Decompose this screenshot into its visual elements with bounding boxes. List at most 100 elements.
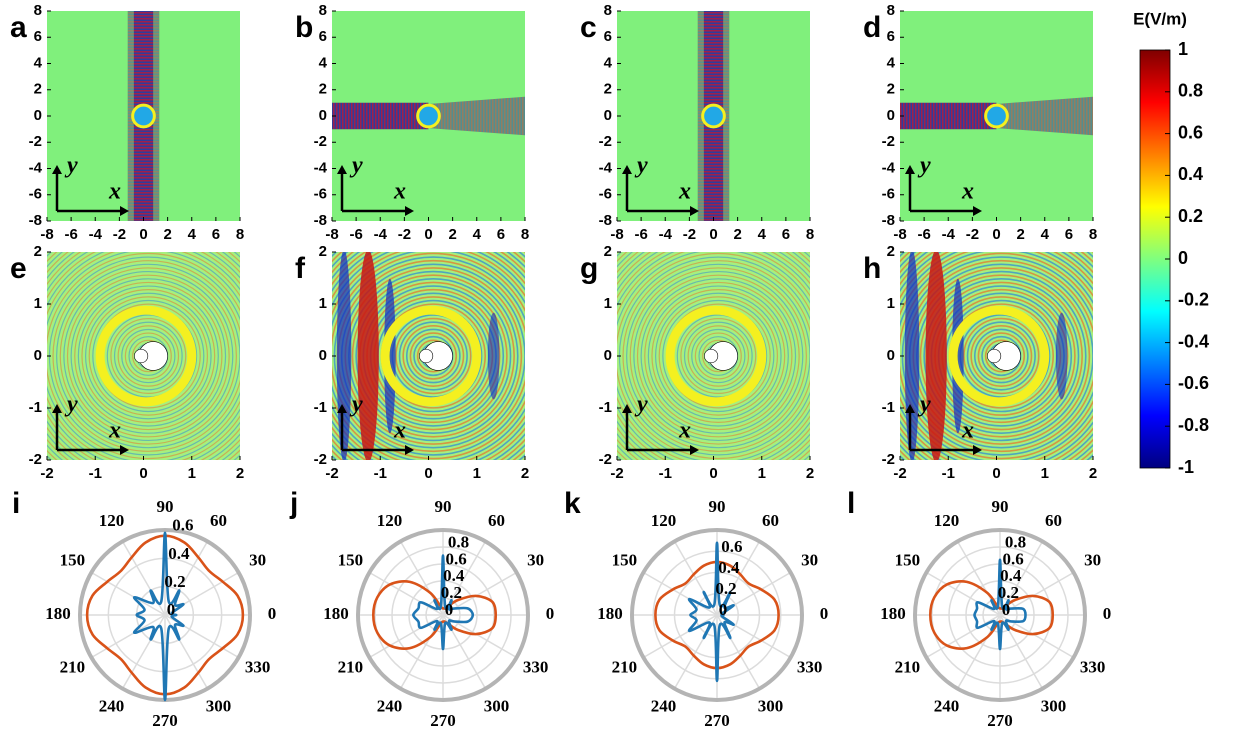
radial-label: 0.6 <box>721 537 742 556</box>
angle-label: 240 <box>377 697 403 716</box>
y-tick-label: 2 <box>604 243 612 260</box>
angle-label: 180 <box>323 604 349 623</box>
inset-y-label: y <box>349 392 363 418</box>
panel-letter: c <box>580 11 597 44</box>
y-tick-label: 1 <box>34 295 42 312</box>
angle-label: 180 <box>597 604 623 623</box>
y-tick-label: 6 <box>887 28 895 45</box>
inset-x-label: x <box>678 179 691 205</box>
x-tick-label: 6 <box>1065 226 1073 243</box>
y-tick-label: 1 <box>604 295 612 312</box>
x-tick-label: -8 <box>40 226 53 243</box>
radial-label: 0.6 <box>172 516 193 535</box>
panel-letter: b <box>295 11 313 44</box>
x-tick-label: -2 <box>325 465 338 482</box>
y-tick-label: -2 <box>882 451 895 468</box>
angle-label: 180 <box>880 604 906 623</box>
y-tick-label: -2 <box>882 133 895 150</box>
y-tick-label: -6 <box>29 186 42 203</box>
x-tick-label: -2 <box>893 465 906 482</box>
x-tick-label: 4 <box>758 226 767 243</box>
y-tick-label: -2 <box>314 451 327 468</box>
angle-label: 60 <box>1045 511 1062 530</box>
colorbar-tick-label: -0.8 <box>1178 415 1209 435</box>
y-tick-label: -2 <box>599 133 612 150</box>
angle-label: 210 <box>895 657 921 676</box>
x-tick-label: 1 <box>758 465 766 482</box>
panel-letter: a <box>10 11 27 44</box>
angle-label: 30 <box>527 550 544 569</box>
x-tick-label: 0 <box>709 465 717 482</box>
y-tick-label: 6 <box>319 28 327 45</box>
x-tick-label: -2 <box>113 226 126 243</box>
x-tick-label: 2 <box>733 226 741 243</box>
beam <box>900 103 997 130</box>
y-tick-label: 2 <box>887 243 895 260</box>
x-tick-label: 8 <box>521 226 529 243</box>
inset-y-label: y <box>349 153 363 179</box>
angle-label: 60 <box>488 511 505 530</box>
x-tick-label: -1 <box>942 465 955 482</box>
angle-label: 90 <box>435 497 452 516</box>
angle-label: 330 <box>797 657 823 676</box>
panel-letter: k <box>564 487 581 520</box>
panel-letter: g <box>580 252 598 285</box>
core-inner <box>704 349 718 363</box>
colorbar-tick-label: 0.4 <box>1178 164 1203 184</box>
x-tick-label: 6 <box>212 226 220 243</box>
x-tick-label: 0 <box>424 226 432 243</box>
y-tick-label: 0 <box>34 107 42 124</box>
field-band <box>358 250 379 462</box>
inset-y-label: y <box>917 153 931 179</box>
x-tick-label: 0 <box>424 465 432 482</box>
x-tick-label: 1 <box>188 465 196 482</box>
y-tick-label: -6 <box>882 186 895 203</box>
radial-label: 0.2 <box>715 579 736 598</box>
radial-label: 0.6 <box>1002 549 1023 568</box>
x-tick-label: 4 <box>188 226 197 243</box>
y-tick-label: -2 <box>314 133 327 150</box>
field-map <box>47 11 240 221</box>
y-tick-label: 2 <box>319 81 327 98</box>
x-tick-label: -2 <box>398 226 411 243</box>
angle-label: 270 <box>987 711 1013 729</box>
angle-label: 270 <box>704 711 730 729</box>
y-tick-label: 0 <box>604 107 612 124</box>
colorbar-tick-label: 0.2 <box>1178 206 1203 226</box>
radial-label: 0.2 <box>164 572 185 591</box>
radial-label: 0.8 <box>448 533 469 552</box>
x-tick-label: 0 <box>992 226 1000 243</box>
angle-label: 30 <box>801 550 818 569</box>
y-tick-label: 2 <box>604 81 612 98</box>
colorbar-tick-label: -0.6 <box>1178 373 1209 393</box>
y-tick-label: 8 <box>887 2 895 19</box>
particle <box>133 105 155 127</box>
panel-letter: f <box>295 252 306 285</box>
inset-x-label: x <box>961 179 974 205</box>
x-tick-label: -2 <box>966 226 979 243</box>
angle-label: 210 <box>60 657 86 676</box>
y-tick-label: -2 <box>599 451 612 468</box>
angle-label: 180 <box>45 604 71 623</box>
x-tick-label: -8 <box>610 226 623 243</box>
inset-x-label: x <box>108 418 121 444</box>
y-tick-label: -4 <box>29 159 43 176</box>
y-tick-label: -8 <box>314 212 327 229</box>
x-tick-label: 2 <box>1089 465 1097 482</box>
field-band <box>1056 313 1068 400</box>
y-tick-label: -4 <box>882 159 896 176</box>
angle-label: 150 <box>895 550 921 569</box>
y-tick-label: 4 <box>604 54 613 71</box>
y-tick-label: 8 <box>319 2 327 19</box>
angle-label: 90 <box>709 497 726 516</box>
x-tick-label: -2 <box>40 465 53 482</box>
radial-label: 0.2 <box>998 583 1019 602</box>
x-tick-label: 4 <box>1041 226 1050 243</box>
field-map <box>332 11 525 221</box>
angle-label: 300 <box>1041 697 1067 716</box>
angle-label: 210 <box>612 657 638 676</box>
x-tick-label: 6 <box>782 226 790 243</box>
angle-label: 150 <box>612 550 638 569</box>
core-inner <box>134 349 148 363</box>
y-tick-label: 0 <box>887 107 895 124</box>
